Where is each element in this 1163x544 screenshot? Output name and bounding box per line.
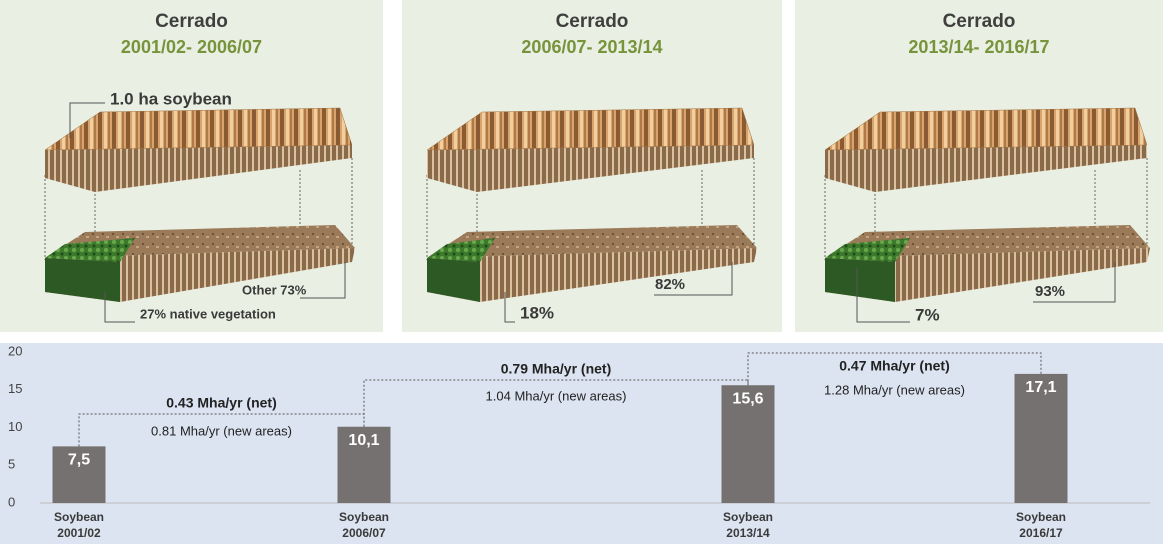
y-tick-label: 20 (8, 343, 22, 358)
panel-label: 82% (655, 276, 685, 293)
panel-title: Cerrado (155, 11, 228, 32)
page: Cerrado 2001/02- 2006/07 1.0 ha soybean Oth… (0, 0, 1163, 544)
x-tick-label: Soybean 2016/17 (1010, 509, 1072, 541)
y-tick-label: 5 (8, 457, 15, 472)
y-tick-label: 15 (8, 381, 22, 396)
annotation-net: 0.47 Mha/yr (net) (839, 358, 949, 374)
x-tick-label-box: Soybean 2013/14 (708, 509, 788, 544)
panel-label: 7% (915, 305, 940, 324)
y-tick-label: 10 (8, 419, 22, 434)
annotation-net: 0.43 Mha/yr (net) (166, 395, 276, 411)
panel-label: 93% (1035, 283, 1065, 300)
y-tick-label: 0 (8, 494, 15, 509)
panels: Cerrado 2001/02- 2006/07 1.0 ha soybean Oth… (0, 0, 1163, 332)
panel-label: Other 73% (242, 282, 307, 297)
value-label: 7,5 (68, 452, 90, 469)
annotation-new: 1.28 Mha/yr (new areas) (824, 382, 965, 397)
panel: Cerrado 2001/02- 2006/07 1.0 ha soybean Oth… (0, 0, 383, 332)
x-tick-label-box: Soybean 2006/07 (324, 509, 404, 544)
panel-title: Cerrado (556, 11, 629, 32)
x-tick-label-box: Soybean 2016/17 (1001, 509, 1081, 544)
value-label: 17,1 (1025, 379, 1056, 396)
value-label: 10,1 (348, 432, 379, 449)
panel: Cerrado 2006/07- 2013/14 18% 82% (402, 0, 782, 332)
panel-label: 1.0 ha soybean (110, 89, 232, 108)
annotation-net: 0.79 Mha/yr (net) (501, 361, 611, 377)
panel-period: 2006/07- 2013/14 (521, 37, 662, 57)
panel: Cerrado 2013/14- 2016/17 7% 93% (795, 0, 1163, 332)
panel-period: 2001/02- 2006/07 (121, 37, 262, 57)
x-tick-label: Soybean 2001/02 (48, 509, 110, 541)
x-tick-label: Soybean 2006/07 (333, 509, 395, 541)
annotation-new: 0.81 Mha/yr (new areas) (151, 423, 292, 438)
panel-label: 27% native vegetation (140, 306, 276, 321)
annotation-new: 1.04 Mha/yr (new areas) (486, 388, 627, 403)
panel-period: 2013/14- 2016/17 (908, 37, 1049, 57)
x-tick-label: Soybean 2013/14 (717, 509, 779, 541)
panel-title: Cerrado (943, 11, 1016, 32)
panel-label: 18% (520, 303, 554, 322)
x-tick-label-box: Soybean 2001/02 (39, 509, 119, 544)
infographic: Cerrado 2001/02- 2006/07 1.0 ha soybean Oth… (0, 0, 1163, 544)
value-label: 15,6 (732, 390, 763, 407)
